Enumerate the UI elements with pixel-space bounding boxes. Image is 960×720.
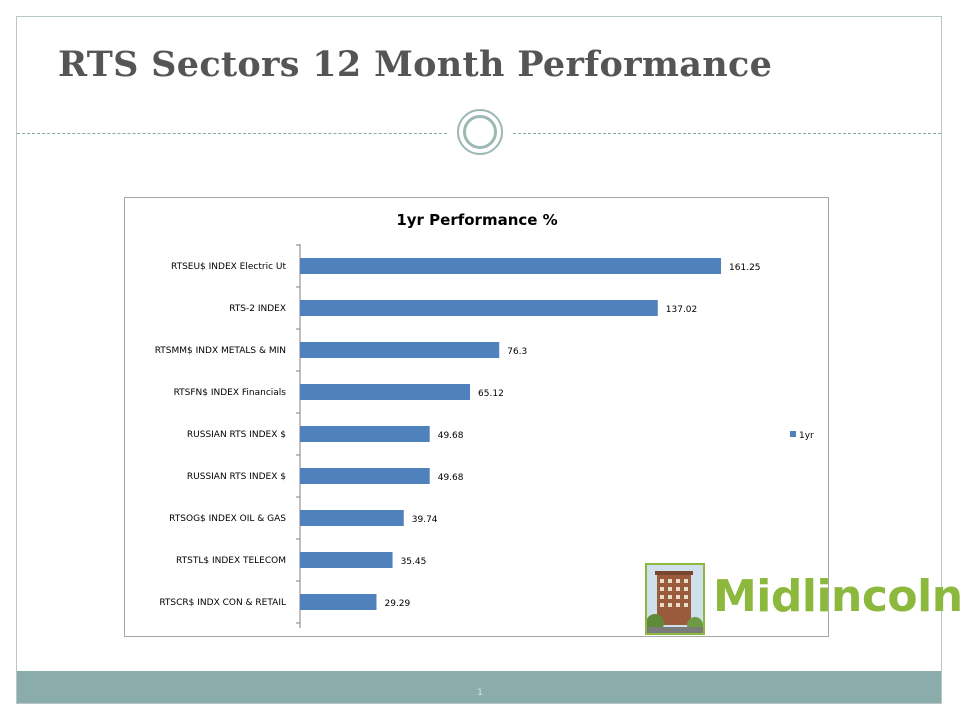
data-label: 76.3 (507, 347, 527, 357)
category-label: RTSTL$ INDEX TELECOM (176, 556, 286, 566)
legend-label: 1yr (799, 431, 814, 441)
footer-band (17, 671, 941, 703)
legend: 1yr (790, 431, 814, 441)
bar (300, 426, 430, 442)
bar (300, 384, 471, 400)
bar (300, 300, 658, 316)
category-label: RUSSIAN RTS INDEX $ (187, 430, 286, 440)
category-label: RTSOG$ INDEX OIL & GAS (169, 514, 286, 524)
logo-wordmark: Midlincoln (713, 571, 960, 622)
bar (300, 468, 430, 484)
data-label: 49.68 (438, 431, 464, 441)
data-label: 65.12 (478, 389, 504, 399)
page-number: 1 (477, 688, 483, 698)
chart-title: 1yr Performance % (396, 211, 557, 229)
data-label: 29.29 (384, 599, 410, 609)
bar-chart: 1yr Performance % RTSEU$ INDEX Electric … (155, 211, 814, 628)
bars-layer: RTSEU$ INDEX Electric Ut 161.25 RTS-2 INDE… (155, 244, 761, 624)
title-divider-left (17, 133, 447, 134)
category-label: RTSFN$ INDEX Financials (174, 388, 287, 398)
data-label: 49.68 (438, 473, 464, 483)
category-label: RTSMM$ INDX METALS & MIN (155, 346, 286, 356)
bar (300, 552, 393, 568)
data-label: 161.25 (729, 263, 761, 273)
title-divider-right (513, 133, 941, 134)
slide-title: RTS Sectors 12 Month Performance (58, 44, 773, 85)
bar (300, 594, 377, 610)
category-label: RTS-2 INDEX (229, 304, 286, 314)
category-label: RTSCR$ INDX CON & RETAIL (159, 598, 286, 608)
data-label: 39.74 (412, 515, 438, 525)
data-label: 35.45 (401, 557, 427, 567)
circle-ornament-icon (457, 109, 503, 155)
chart-container: 1yr Performance % RTSEU$ INDEX Electric … (124, 197, 829, 637)
legend-swatch (790, 431, 796, 437)
building-photo-icon (645, 563, 705, 635)
category-label: RUSSIAN RTS INDEX $ (187, 472, 286, 482)
midlincoln-logo: Midlincoln (645, 563, 960, 635)
bar (300, 258, 722, 274)
data-label: 137.02 (666, 305, 698, 315)
bar (300, 510, 404, 526)
category-label: RTSEU$ INDEX Electric Ut (171, 262, 286, 272)
bar (300, 342, 500, 358)
